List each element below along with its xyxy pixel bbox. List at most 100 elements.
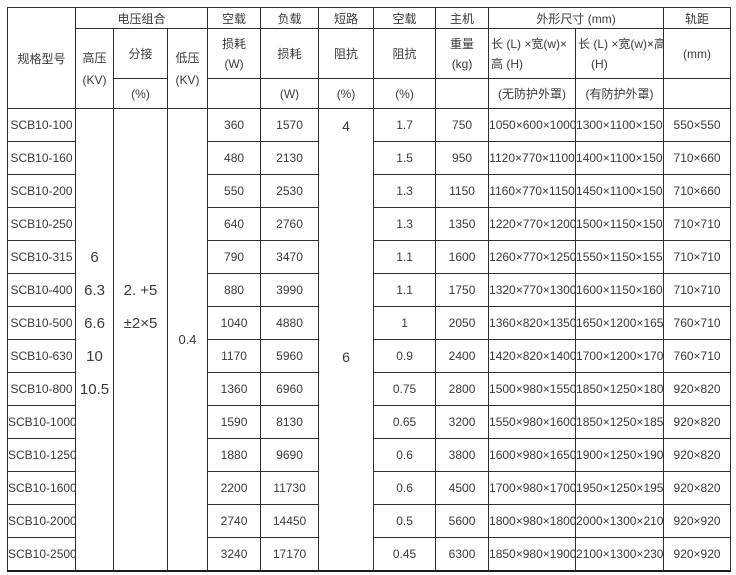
header-hv: 高压 (KV) xyxy=(75,28,114,109)
cell-gauge: 710×660 xyxy=(663,174,732,208)
table-row: SCB10-250 640 2760 1.3 1350 1220×770×1200 1500… xyxy=(7,207,732,241)
cell-dim-unprotected: 1550×980×1600 xyxy=(488,405,577,439)
header-dim-protected: 长 (L) ×宽(w)×高 (H) xyxy=(575,28,665,79)
row-model-label: SCB10-100 xyxy=(7,108,76,142)
row-model-label: SCB10-1250 xyxy=(7,438,76,472)
lv-merged-cell: 0.4 xyxy=(166,108,209,571)
table-row: SCB10-2500 3240 17170 0.45 6300 1850×980×1900… xyxy=(7,537,732,571)
header-no-load-loss-spacer xyxy=(207,78,262,109)
header-short-circuit-unit: (%) xyxy=(318,78,375,109)
cell-dim-unprotected: 1500×980×1550 xyxy=(488,372,577,406)
cell-dim-unprotected: 1050×600×1000 xyxy=(488,108,577,142)
cell-no-load-current: 0.6 xyxy=(373,438,437,472)
cell-dim-unprotected: 1220×770×1200 xyxy=(488,207,577,241)
cell-dim-protected: 1550×1150×1550 xyxy=(575,240,665,274)
cell-weight: 1750 xyxy=(435,273,490,307)
cell-no-load-loss: 790 xyxy=(207,240,262,274)
header-short-circuit-sub: 阻抗 xyxy=(318,28,375,79)
cell-weight: 1350 xyxy=(435,207,490,241)
cell-dim-protected: 1900×1250×1900 xyxy=(575,438,665,472)
cell-no-load-current: 0.6 xyxy=(373,471,437,505)
row-model-label: SCB10-800 xyxy=(7,372,76,406)
header-dim-protected-note: (有防护外罩) xyxy=(575,78,665,109)
header-short-circuit: 短路 xyxy=(318,7,375,29)
header-band-1: 规格型号 电压组合 空载 负载 短路 空载 主机 外形尺寸 (mm) 轨距 xyxy=(7,7,732,109)
header-lv: 低压 (KV) xyxy=(166,28,209,109)
cell-dim-protected: 1300×1100×1500 xyxy=(575,108,665,142)
cell-gauge: 920×820 xyxy=(663,372,732,406)
cell-load-loss: 14450 xyxy=(260,504,320,538)
table-row: SCB10-1250 1880 9690 0.6 3800 1600×980×1650 19… xyxy=(7,438,732,472)
cell-load-loss: 6960 xyxy=(260,372,320,406)
cell-no-load-loss: 1590 xyxy=(207,405,262,439)
cell-no-load-current: 0.65 xyxy=(373,405,437,439)
lv-value: 0.4 xyxy=(178,332,197,347)
cell-gauge: 550×550 xyxy=(663,108,732,142)
table-header: 规格型号 电压组合 空载 负载 短路 空载 主机 外形尺寸 (mm) 轨距 高压… xyxy=(7,7,732,109)
table-row: SCB10-315 790 3470 1.1 1600 1260×770×1250 1550… xyxy=(7,240,732,274)
cell-no-load-loss: 640 xyxy=(207,207,262,241)
cell-gauge: 760×710 xyxy=(663,339,732,373)
cell-dim-unprotected: 1600×980×1650 xyxy=(488,438,577,472)
header-dim-unprotected-note: (无防护外罩) xyxy=(488,78,577,109)
cell-dim-protected: 1450×1100×1500 xyxy=(575,174,665,208)
cell-weight: 6300 xyxy=(435,537,490,571)
cell-no-load-current: 0.45 xyxy=(373,537,437,571)
table-body: SCB10-100 6 6.3 6.6 10 10.5 2. +5 ±2×5 0.4 360 157… xyxy=(7,108,732,571)
row-model-label: SCB10-630 xyxy=(7,339,76,373)
row-model-label: SCB10-2000 xyxy=(7,504,76,538)
hv-value: 10.5 xyxy=(79,380,110,398)
cell-gauge: 920×920 xyxy=(663,504,732,538)
cell-load-loss: 3990 xyxy=(260,273,320,307)
header-load: 负载 xyxy=(260,7,320,29)
cell-load-loss: 1570 xyxy=(260,108,320,142)
table-row: SCB10-2000 2740 14450 0.5 5600 1800×980×1800 2… xyxy=(7,504,732,538)
row-model-label: SCB10-500 xyxy=(7,306,76,340)
cell-gauge: 920×920 xyxy=(663,537,732,571)
row-model-label: SCB10-315 xyxy=(7,240,76,274)
cell-no-load-loss: 2200 xyxy=(207,471,262,505)
header-band-3: (%) (W) (%) (%) (无防护外罩) (有防护外罩) xyxy=(8,78,732,109)
cell-gauge: 710×710 xyxy=(663,207,732,241)
cell-dim-protected: 1500×1150×1500 xyxy=(575,207,665,241)
hv-value: 10 xyxy=(86,347,103,365)
dim-protected-line1: 长 (L) ×宽(w)×高 xyxy=(578,36,664,51)
cell-no-load-loss: 3240 xyxy=(207,537,262,571)
cell-weight: 3200 xyxy=(435,405,490,439)
hv-value: 6.6 xyxy=(84,314,105,332)
tap-value: 2. +5 xyxy=(123,281,158,299)
hv-merged-cell: 6 6.3 6.6 10 10.5 xyxy=(75,108,114,571)
weight-unit: (kg) xyxy=(451,56,473,71)
cell-no-load-loss: 1170 xyxy=(207,339,262,373)
header-no-load-current: 空载 xyxy=(373,7,437,29)
cell-no-load-current: 1.1 xyxy=(373,273,437,307)
cell-no-load-loss: 480 xyxy=(207,141,262,175)
cell-dim-unprotected: 1800×980×1800 xyxy=(488,504,577,538)
header-load-loss-unit: (W) xyxy=(260,78,320,109)
cell-load-loss: 9690 xyxy=(260,438,320,472)
dim-unprotected-line2: 高 (H) xyxy=(491,56,524,71)
cell-no-load-loss: 1880 xyxy=(207,438,262,472)
cell-no-load-loss: 1360 xyxy=(207,372,262,406)
dim-unprotected-line1: 长 (L) ×宽(w)× xyxy=(491,36,568,51)
spec-table: 规格型号 电压组合 空载 负载 短路 空载 主机 外形尺寸 (mm) 轨距 高压… xyxy=(7,7,732,572)
cell-gauge: 710×710 xyxy=(663,240,732,274)
header-gauge-unit: (mm) xyxy=(663,28,732,79)
cell-dim-protected: 1850×1250×1850 xyxy=(575,405,665,439)
cell-dim-protected: 2000×1300×2100 xyxy=(575,504,665,538)
cell-no-load-current: 1.3 xyxy=(373,207,437,241)
cell-weight: 750 xyxy=(435,108,490,142)
cell-dim-protected: 2100×1300×2300 xyxy=(575,537,665,571)
table-row: SCB10-1000 1590 8130 0.65 3200 1550×980×1600 1… xyxy=(7,405,732,439)
cell-load-loss: 5960 xyxy=(260,339,320,373)
cell-dim-unprotected: 1320×770×1300 xyxy=(488,273,577,307)
header-no-load-current-sub: 阻抗 xyxy=(373,28,437,79)
cell-dim-unprotected: 1160×770×1150 xyxy=(488,174,577,208)
lv-unit: (KV) xyxy=(175,72,200,87)
cell-load-loss: 8130 xyxy=(260,405,320,439)
row-model-label: SCB10-200 xyxy=(7,174,76,208)
header-gauge: 轨距 xyxy=(663,7,732,29)
cell-dim-protected: 1400×1100×1500 xyxy=(575,141,665,175)
cell-dim-protected: 1700×1200×1700 xyxy=(575,339,665,373)
cell-load-loss: 2760 xyxy=(260,207,320,241)
